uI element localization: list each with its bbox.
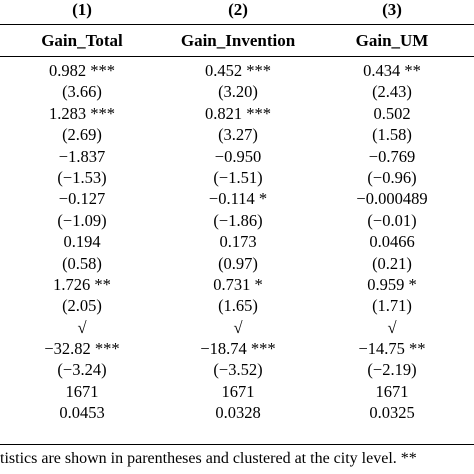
table-cell: (2.05) (62, 296, 102, 316)
header-rule (0, 56, 474, 57)
table-cell: 1671 (221, 381, 255, 401)
table-cell: (−3.52) (213, 360, 263, 380)
table-cell: 0.502 (373, 103, 411, 123)
table-row: (−1.09) (−1.86) (−0.01) (0, 210, 474, 231)
table-row: (0.58) (0.97) (0.21) (0, 253, 474, 274)
table-cell: 0.959 * (367, 274, 417, 294)
table-cell: −0.950 (214, 146, 262, 166)
table-row: (2.69) (3.27) (1.58) (0, 124, 474, 145)
table-row: 0.0453 0.0328 0.0325 (0, 402, 474, 423)
table-row: 0.982 *** 0.452 *** 0.434 ** (0, 60, 474, 81)
table-cell: (1.65) (218, 296, 258, 316)
table-cell: √ (387, 317, 397, 337)
table-cell: √ (233, 317, 243, 337)
table-footnote: tistics are shown in parentheses and clu… (0, 450, 417, 467)
table-cell: (−3.24) (57, 360, 107, 380)
table-cell: 0.0328 (215, 403, 261, 423)
table-row: −1.837 −0.950 −0.769 (0, 146, 474, 167)
table-cell: (2.69) (62, 125, 102, 145)
column-number-1: (1) (72, 0, 92, 19)
table-cell: (−1.51) (213, 167, 263, 187)
table-cell: (3.20) (218, 82, 258, 102)
table-row: −0.127 −0.114 * −0.000489 (0, 188, 474, 209)
column-number-3: (3) (382, 0, 402, 19)
table-cell: −32.82 *** (44, 339, 120, 359)
bottom-rule (0, 444, 474, 445)
table-row: 0.194 0.173 0.0466 (0, 231, 474, 252)
table-cell: −0.769 (368, 146, 416, 166)
table-cell: (3.66) (62, 82, 102, 102)
table-cell: 0.982 *** (49, 61, 115, 80)
table-cell: (0.21) (372, 253, 412, 273)
table-cell: (−2.19) (367, 360, 417, 380)
table-row: (−3.24) (−3.52) (−2.19) (0, 359, 474, 380)
column-number-row: (1) (2) (3) (0, 0, 474, 24)
table-cell: √ (77, 317, 87, 337)
table-cell: −18.74 *** (200, 339, 276, 359)
table-row: 1671 1671 1671 (0, 381, 474, 402)
table-cell: 0.173 (219, 232, 257, 252)
table-cell: (−1.53) (57, 167, 107, 187)
column-header-gain-invention: Gain_Invention (180, 31, 296, 50)
table-row: 1.726 ** 0.731 * 0.959 * (0, 274, 474, 295)
table-cell: (1.58) (372, 125, 412, 145)
table-cell: 0.0466 (369, 232, 415, 252)
table-cell: −1.837 (58, 146, 106, 166)
table-body: 0.982 *** 0.452 *** 0.434 ** (3.66) (3.20) (2… (0, 60, 474, 424)
table-cell: −0.127 (58, 189, 106, 209)
table-row: 1.283 *** 0.821 *** 0.502 (0, 103, 474, 124)
table-cell: (−1.86) (213, 210, 263, 230)
column-number-2: (2) (228, 0, 248, 19)
table-cell: 0.434 ** (363, 61, 421, 80)
table-cell: 0.0453 (59, 403, 105, 423)
table-cell: 0.731 * (213, 274, 263, 294)
table-cell: (0.58) (62, 253, 102, 273)
table-cell: −0.000489 (356, 189, 428, 209)
table-row: (3.66) (3.20) (2.43) (0, 81, 474, 102)
table-cell: 0.194 (63, 232, 101, 252)
table-cell: 1.283 *** (49, 103, 115, 123)
table-cell: 1671 (65, 381, 99, 401)
table-cell: (−0.01) (367, 210, 417, 230)
table-cell: 0.0325 (369, 403, 415, 423)
table-row: −32.82 *** −18.74 *** −14.75 ** (0, 338, 474, 359)
table-cell: 1.726 ** (53, 274, 111, 294)
table-cell: (3.27) (218, 125, 258, 145)
table-cell: 1671 (375, 381, 409, 401)
table-cell: (−1.09) (57, 210, 107, 230)
table-cell: (−0.96) (367, 167, 417, 187)
top-rule (0, 24, 474, 25)
table-row: √ √ √ (0, 317, 474, 338)
table-cell: −0.114 * (208, 189, 268, 209)
table-cell: 0.821 *** (205, 103, 271, 123)
table-cell: −14.75 ** (358, 339, 426, 359)
column-header-gain-um: Gain_UM (355, 31, 429, 50)
column-header-gain-total: Gain_Total (41, 31, 123, 50)
table-row: (−1.53) (−1.51) (−0.96) (0, 167, 474, 188)
table-row: (2.05) (1.65) (1.71) (0, 295, 474, 316)
table-cell: (2.43) (372, 82, 412, 102)
table-cell: (1.71) (372, 296, 412, 316)
table-cell: 0.452 *** (205, 61, 271, 80)
table-cell: (0.97) (218, 253, 258, 273)
